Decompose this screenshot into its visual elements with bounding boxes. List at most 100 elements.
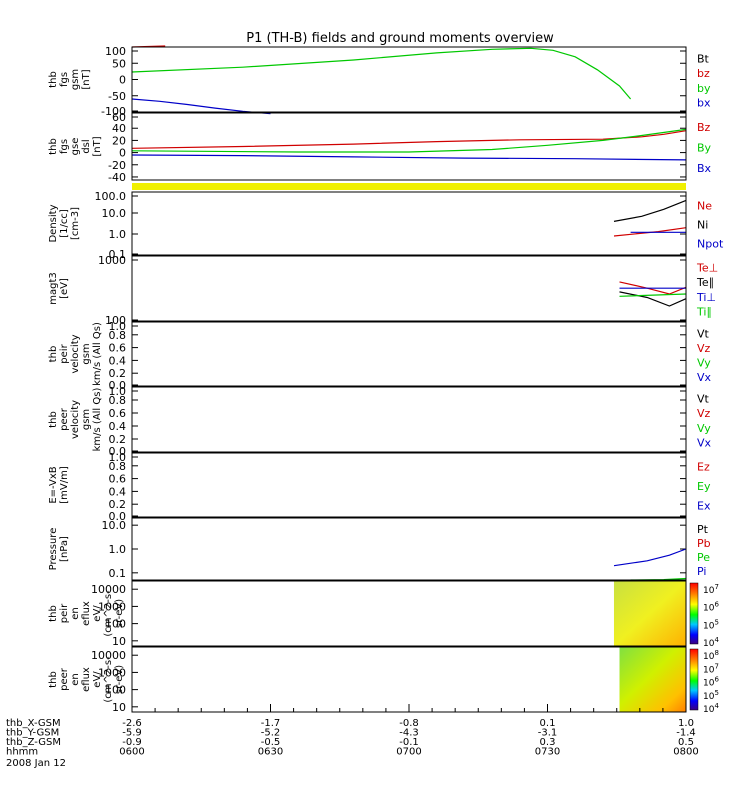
colorbar-tick-exp: 7	[714, 662, 718, 670]
y-tick-label: 1.0	[109, 385, 127, 398]
colorbar-tick-exp: 5	[714, 618, 718, 626]
panel-peir_spec: 10000 1000 100 10 thb peir en eflux eV/(cm^2-s-s…	[48, 580, 719, 649]
y-tick-label: 1000	[98, 254, 126, 267]
y-tick-label: 0.6	[109, 407, 127, 420]
y-tick-label: -40	[108, 171, 126, 184]
panel-density: 100.0 10.0 1.0 0.1 Density [1/cc] [cm-3] Ne Ni Np…	[48, 190, 724, 261]
time-row-value: 1.0	[678, 718, 694, 729]
y-axis-label: eV/	[92, 605, 103, 622]
y-tick-label: 0.2	[109, 367, 127, 380]
y-tick-label: 1.0	[109, 320, 127, 333]
colorbar	[689, 648, 699, 711]
y-axis-label: thb	[48, 411, 59, 428]
legend-By: By	[697, 142, 712, 155]
panel-frame	[131, 46, 687, 113]
y-tick-label: 100	[105, 314, 126, 327]
y-tick-label: 100	[105, 45, 126, 58]
legend-Ez: Ez	[697, 461, 710, 474]
legend-Pb: Pb	[697, 537, 711, 550]
y-tick-label: 0	[119, 74, 126, 87]
y-tick-label: 1.0	[109, 228, 127, 241]
time-row-value: -5.2	[261, 728, 281, 739]
y-axis-label: [nT]	[81, 69, 92, 89]
y-tick-label: 0.0	[109, 510, 127, 523]
y-tick-label: 10.0	[102, 207, 127, 220]
series-by	[131, 47, 632, 100]
y-axis-label: en	[70, 607, 81, 620]
colorbar	[689, 582, 699, 645]
legend-Vy: Vy	[697, 356, 711, 369]
y-tick-label: 10	[112, 701, 126, 714]
panel-frame	[131, 646, 687, 713]
series-By	[131, 128, 687, 153]
legend-Vx: Vx	[697, 437, 712, 450]
time-row-value: 0.3	[540, 737, 556, 748]
colorbar-tick-exp: 8	[714, 649, 718, 657]
y-tick-label: 1.0	[109, 451, 127, 464]
y-axis-label: [eV]	[59, 278, 70, 299]
y-axis-label: E=-VxB	[48, 466, 59, 503]
time-row-value: 0.5	[678, 737, 694, 748]
time-row-value: 0800	[673, 747, 698, 758]
y-tick-label: 10.0	[102, 519, 127, 532]
time-row-label: thb_X-GSM	[6, 718, 61, 729]
y-axis-label: thb	[48, 671, 59, 688]
time-row-label: thb_Y-GSM	[6, 728, 59, 739]
time-row-value: -1.7	[261, 718, 281, 729]
y-axis-label: thb	[48, 71, 59, 88]
y-tick-label: 50	[112, 57, 126, 70]
time-row-value: 0630	[258, 747, 283, 758]
panel-peer_vel: 1.00.80.60.40.20.0 thb peer velocity gsm km/s…	[48, 385, 712, 458]
legend-Pe: Pe	[697, 551, 710, 564]
legend-Te∥: Te∥	[696, 276, 714, 289]
y-tick-label: 0.2	[109, 498, 127, 511]
legend-Ey: Ey	[697, 480, 711, 493]
time-row-value: -1.4	[676, 728, 696, 739]
legend-Pt: Pt	[697, 523, 709, 536]
series-bx	[131, 98, 271, 115]
y-axis-label: fgs	[59, 139, 70, 154]
panel-frame	[131, 517, 687, 581]
legend-Bt: Bt	[697, 52, 710, 65]
panel-frame	[131, 255, 687, 322]
time-row-label: hhmm	[6, 747, 38, 758]
colorbar-tick-label: 108	[703, 649, 719, 662]
series-Ne	[613, 227, 687, 237]
colorbar-tick-label: 106	[703, 601, 719, 614]
panel-peir_vel: 1.00.80.60.40.20.0 thb peir velocity gsm km/s…	[48, 320, 712, 392]
panel-frame	[131, 386, 687, 453]
y-axis-label: eflux	[81, 601, 92, 626]
legend-bx: bx	[697, 97, 711, 110]
legend-Ni: Ni	[697, 219, 708, 232]
figure-title: P1 (TH-B) fields and ground moments over…	[246, 31, 554, 46]
date-label: 2008 Jan 12	[6, 758, 66, 769]
series-Bx	[131, 154, 687, 161]
y-axis-label: velocity	[70, 400, 81, 439]
y-axis-label: sr-eV)	[114, 599, 125, 628]
legend-Bx: Bx	[697, 162, 712, 175]
colorbar-tick-exp: 5	[714, 689, 718, 697]
time-row-value: -0.5	[261, 737, 281, 748]
time-axis: thb_X-GSM -2.6 -1.7 -0.8 0.1 1.0 thb_Y-GSM -5.9…	[6, 704, 699, 769]
y-tick-label: 0.4	[109, 354, 127, 367]
y-tick-label: 20	[112, 134, 126, 147]
legend-Bz: Bz	[697, 121, 711, 134]
y-axis-label: peer	[59, 407, 70, 431]
legend-Ne: Ne	[697, 200, 712, 213]
time-row-value: -0.9	[122, 737, 142, 748]
series-Te∥	[619, 291, 687, 307]
y-tick-label: 0.8	[109, 394, 127, 407]
y-axis-label: sr-eV)	[114, 665, 125, 694]
colorbar-tick-exp: 6	[714, 601, 719, 609]
quality-flag-bar	[132, 183, 686, 190]
y-axis-label: gse	[70, 138, 81, 156]
panel-frame	[131, 452, 687, 518]
time-row-value: 0600	[119, 747, 144, 758]
y-axis-label: thb	[48, 346, 59, 363]
y-tick-label: 100.0	[95, 190, 127, 203]
colorbar-tick-exp: 4	[714, 702, 719, 710]
y-tick-label: 0.4	[109, 485, 127, 498]
y-axis-label: eflux	[81, 667, 92, 692]
